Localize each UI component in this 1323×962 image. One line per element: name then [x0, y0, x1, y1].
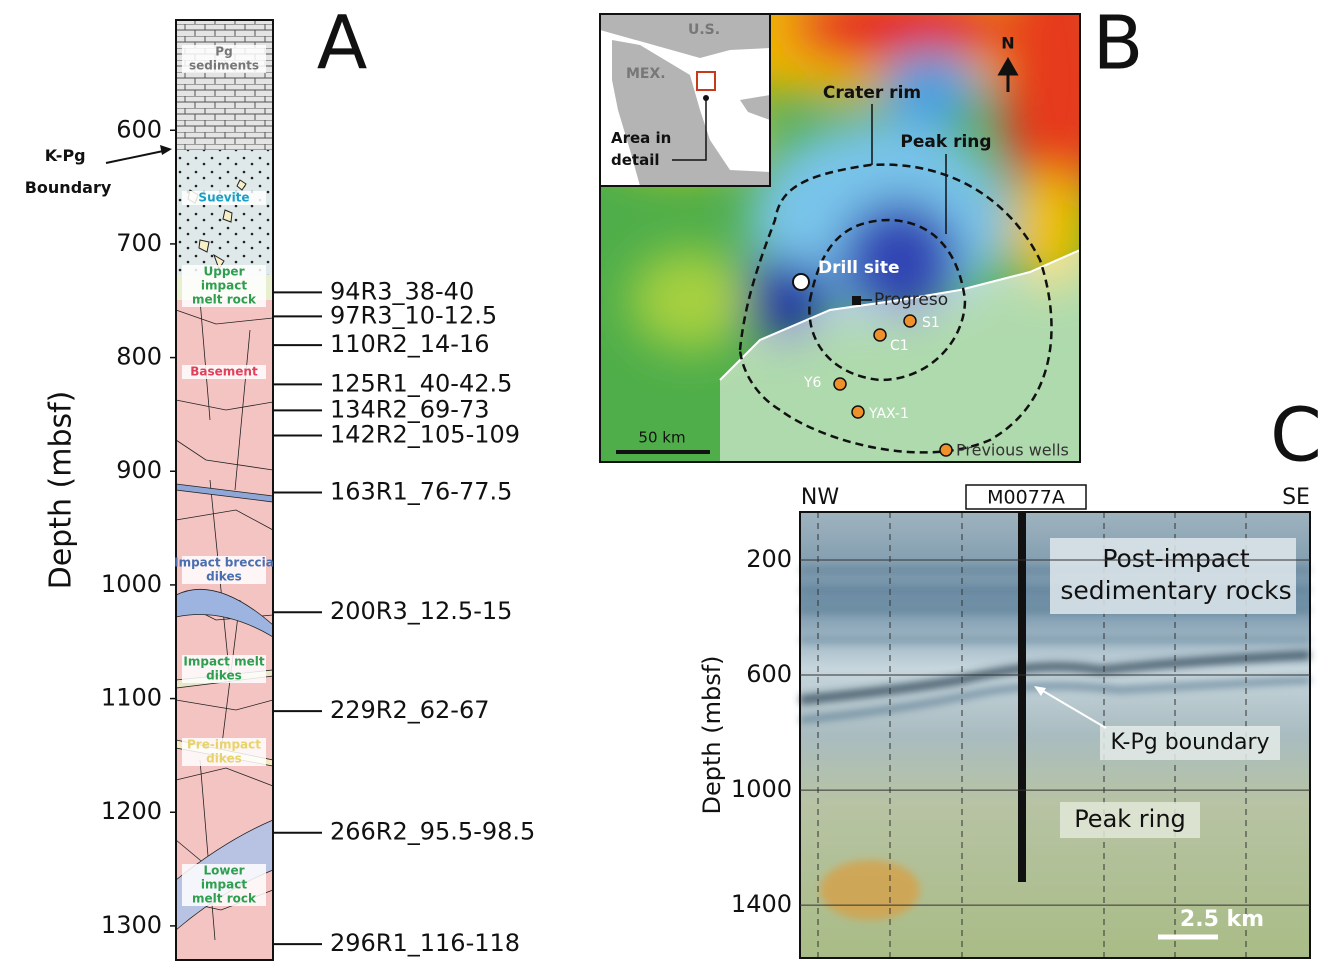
unit-label: Pre-impact — [187, 738, 261, 752]
y-tick-label: 600 — [116, 115, 162, 143]
unit-label: Pg — [215, 45, 232, 59]
y-tick-label: 600 — [746, 660, 792, 688]
sample-label: 142R2_105-109 — [330, 420, 520, 448]
y-tick-label: 1200 — [101, 797, 162, 825]
unit-label: Impact breccia — [174, 556, 274, 570]
unit-label-bg — [182, 556, 266, 570]
y-tick-label: 1000 — [101, 570, 162, 598]
map-label: Crater rim — [823, 83, 921, 103]
panel-letter: B — [1093, 1, 1144, 87]
unit-label-bg — [182, 265, 266, 279]
inset-label: U.S. — [688, 22, 720, 38]
axis-label: Depth (mbsf) — [698, 655, 726, 814]
unit-label: Upper — [204, 265, 245, 279]
north-label: N — [1001, 34, 1014, 53]
unit-label: melt rock — [192, 293, 257, 307]
unit-label-bg — [182, 293, 266, 307]
unit-label-bg — [182, 45, 266, 59]
unit-label: impact — [201, 878, 247, 892]
legend-label: Previous wells — [956, 441, 1069, 460]
unit-label: dikes — [206, 669, 242, 683]
sample-label: 229R2_62-67 — [330, 696, 490, 724]
unit-label-bg — [182, 892, 266, 906]
direction-label: SE — [1282, 485, 1310, 510]
unit-label-bg — [182, 864, 266, 878]
section-label: Peak ring — [1074, 805, 1186, 833]
unit-label: dikes — [206, 752, 242, 766]
gravity-map — [600, 14, 1080, 462]
unit-label-bg — [182, 655, 266, 669]
unit-label-bg — [182, 878, 266, 892]
boundary-label: K-Pg Boundary — [25, 146, 112, 197]
sample-label: 296R1_116-118 — [330, 929, 520, 957]
unit-label: sediments — [189, 59, 259, 73]
direction-label: NW — [801, 485, 839, 510]
unit-label: melt rock — [192, 892, 257, 906]
sample-label: 200R3_12.5-15 — [330, 597, 512, 625]
map-label: Peak ring — [900, 132, 991, 152]
unit-label: dikes — [206, 570, 242, 584]
axis-label: Depth (mbsf) — [44, 391, 79, 590]
map-frame — [599, 13, 1081, 463]
y-tick-label: 1100 — [101, 684, 162, 712]
y-tick-label: 200 — [746, 545, 792, 573]
unit-label: Impact melt — [183, 655, 264, 669]
panel-letter: C — [1270, 393, 1322, 479]
unit-label: impact — [201, 279, 247, 293]
unit-label-bg — [182, 570, 266, 584]
scale-label: 50 km — [638, 429, 685, 447]
y-tick-label: 800 — [116, 343, 162, 371]
y-tick-label: 1400 — [731, 890, 792, 918]
y-tick-label: 1300 — [101, 911, 162, 939]
well-label: Y6 — [803, 375, 822, 391]
scale-label: 2.5 km — [1180, 907, 1264, 932]
unit-label-bg — [182, 669, 266, 683]
sample-label: 266R2_95.5-98.5 — [330, 818, 535, 846]
y-tick-label: 900 — [116, 456, 162, 484]
y-tick-label: 700 — [116, 229, 162, 257]
well-label: S1 — [922, 315, 940, 331]
sample-label: 97R3_10-12.5 — [330, 301, 497, 329]
sample-label: 163R1_76-77.5 — [330, 478, 512, 506]
unit-label: Basement — [190, 365, 258, 379]
drill-site — [792, 273, 810, 291]
well-label: C1 — [890, 338, 909, 354]
map-label: Progreso — [874, 290, 948, 310]
section-label: Post-impact sedimentary rocks — [1060, 544, 1291, 605]
sample-label: 110R2_14-16 — [330, 330, 490, 358]
unit-label: Lower — [203, 864, 244, 878]
y-tick-label: 1000 — [731, 775, 792, 803]
well-label: YAX-1 — [868, 406, 909, 422]
unit-label-bg — [182, 752, 266, 766]
unit-label-bg — [182, 279, 266, 293]
map-label: Drill site — [818, 258, 900, 278]
unit-label-bg — [182, 738, 266, 752]
unit-label-bg — [182, 59, 266, 73]
section-label: K-Pg boundary — [1110, 730, 1269, 755]
unit-label-bg — [182, 191, 266, 205]
town-marker — [852, 296, 861, 305]
sample-label: 134R2_69-73 — [330, 395, 490, 423]
sample-label: 94R3_38-40 — [330, 277, 474, 305]
strat-column — [175, 19, 274, 961]
sample-label: 125R1_40-42.5 — [330, 369, 512, 397]
unit-label-bg — [182, 365, 266, 379]
panel-letter: A — [317, 1, 368, 87]
well-box — [965, 484, 1087, 510]
wells — [833, 314, 953, 457]
inset-label: Area in detail — [611, 129, 671, 169]
inset-label: MEX. — [626, 66, 666, 82]
well-label: M0077A — [987, 487, 1065, 509]
unit-label: Suevite — [198, 191, 249, 205]
